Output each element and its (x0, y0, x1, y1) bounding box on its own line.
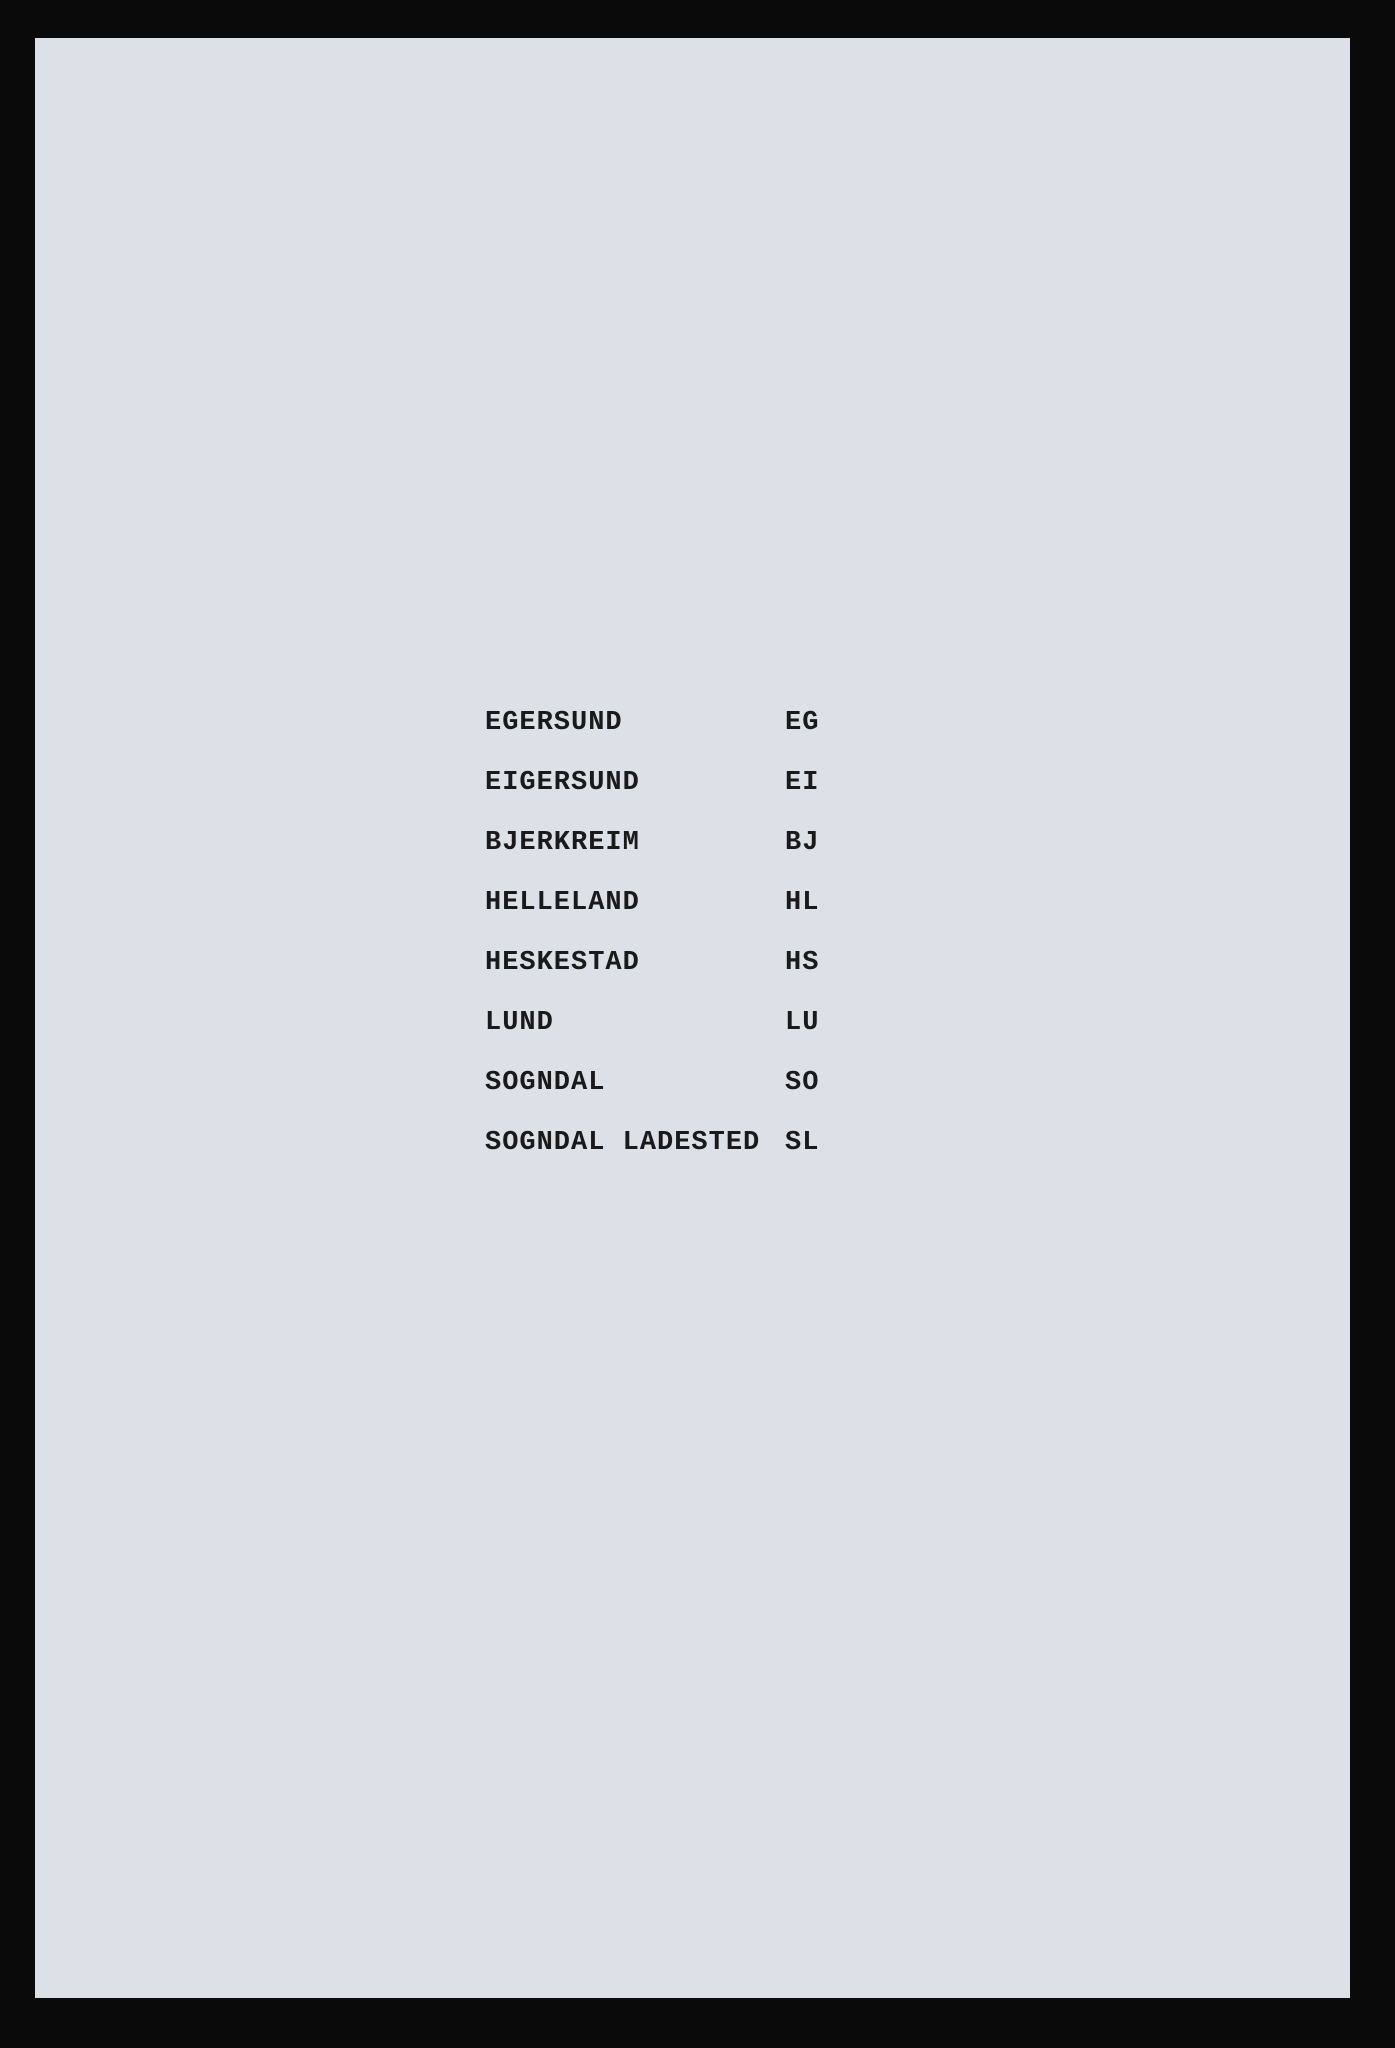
location-code: SO (785, 1068, 845, 1098)
table-row: EIGERSUND EI (485, 768, 845, 798)
location-code: EG (785, 708, 845, 738)
location-code: SL (785, 1128, 845, 1158)
table-row: SOGNDAL LADESTED SL (485, 1128, 845, 1158)
table-row: SOGNDAL SO (485, 1068, 845, 1098)
table-row: LUND LU (485, 1008, 845, 1038)
location-name: HESKESTAD (485, 948, 785, 978)
location-name: EIGERSUND (485, 768, 785, 798)
location-code: HL (785, 888, 845, 918)
location-code: BJ (785, 828, 845, 858)
location-code: LU (785, 1008, 845, 1038)
location-code: HS (785, 948, 845, 978)
location-name: EGERSUND (485, 708, 785, 738)
location-code-table: EGERSUND EG EIGERSUND EI BJERKREIM BJ HE… (485, 708, 845, 1188)
table-row: HELLELAND HL (485, 888, 845, 918)
table-row: BJERKREIM BJ (485, 828, 845, 858)
table-row: EGERSUND EG (485, 708, 845, 738)
location-name: SOGNDAL (485, 1068, 785, 1098)
document-page: EGERSUND EG EIGERSUND EI BJERKREIM BJ HE… (35, 38, 1350, 1998)
location-name: LUND (485, 1008, 785, 1038)
location-name: HELLELAND (485, 888, 785, 918)
location-code: EI (785, 768, 845, 798)
location-name: BJERKREIM (485, 828, 785, 858)
table-row: HESKESTAD HS (485, 948, 845, 978)
location-name: SOGNDAL LADESTED (485, 1128, 785, 1158)
